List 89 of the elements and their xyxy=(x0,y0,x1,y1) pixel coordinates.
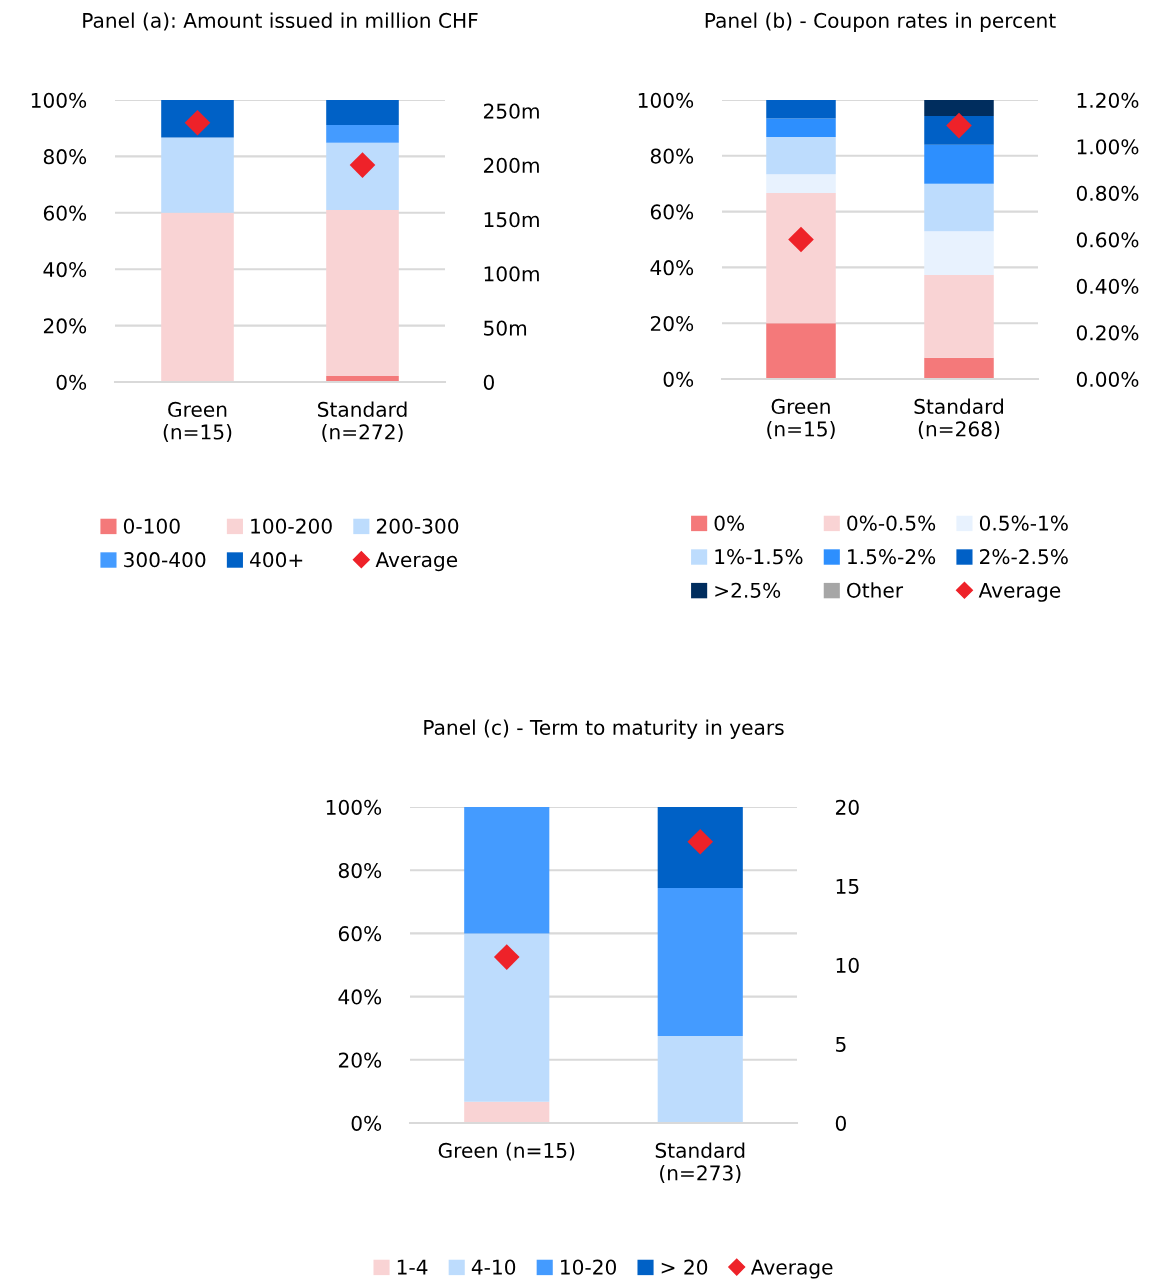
bar xyxy=(326,209,399,377)
y2-tick-label: 1.00% xyxy=(1077,139,1139,155)
x-tick-label: Green (n=15) xyxy=(438,1142,575,1161)
bar xyxy=(924,231,994,275)
y-tick-label: 40% xyxy=(650,260,694,276)
bar xyxy=(464,1101,550,1123)
y-tick-label: 60% xyxy=(650,204,694,220)
y2-tick-label: 0.00% xyxy=(1076,371,1139,387)
legend-label: 200-300 xyxy=(376,518,459,534)
legend-label: 400+ xyxy=(249,552,303,568)
bar xyxy=(464,933,550,1102)
y2-tick-label: 0.60% xyxy=(1076,232,1139,248)
y-tick-label: 0% xyxy=(56,374,87,390)
legend-label: 1%-1.5% xyxy=(715,549,803,565)
bar xyxy=(766,192,836,324)
y-tick-label: 0% xyxy=(351,1115,382,1131)
chart-title: Panel (b) - Coupon rates in percent xyxy=(705,12,1056,32)
y-tick-label: 60% xyxy=(43,205,87,221)
bar xyxy=(326,125,399,143)
legend-label: 1.5%-2% xyxy=(848,549,936,565)
legend-label: Average xyxy=(978,582,1061,602)
legend-label: 0-100 xyxy=(123,518,180,534)
y-tick-label: 100% xyxy=(31,92,87,108)
bar xyxy=(924,274,994,358)
legend-label: > 20 xyxy=(661,1259,708,1275)
y-tick-label: 100% xyxy=(326,799,382,815)
legend-label: 300-400 xyxy=(124,552,206,568)
bar xyxy=(326,100,399,126)
y2-tick-label: 250m xyxy=(483,103,539,119)
bar xyxy=(657,1036,743,1123)
y2-tick-label: 0.20% xyxy=(1076,325,1139,341)
y2-tick-label: 1.20% xyxy=(1077,92,1139,108)
y-tick-label: 20% xyxy=(43,318,87,334)
x-tick-label: Standard (n=272) xyxy=(318,401,407,442)
chart-title: Panel (c) - Term to maturity in years xyxy=(424,719,784,739)
legend-label: 1-4 xyxy=(397,1259,428,1275)
bar xyxy=(924,144,994,184)
legend-label: 10-20 xyxy=(561,1259,616,1275)
bar xyxy=(657,887,743,1037)
y-tick-label: 80% xyxy=(650,148,694,164)
y-tick-label: 0% xyxy=(663,371,694,387)
bar xyxy=(657,807,743,888)
y2-tick-label: 20 xyxy=(835,799,859,815)
bar xyxy=(766,174,836,193)
legend-label: 4-10 xyxy=(471,1259,516,1275)
y-tick-label: 20% xyxy=(650,315,694,332)
bar xyxy=(766,100,836,119)
bar xyxy=(161,212,234,382)
y2-tick-label: 200m xyxy=(483,157,539,174)
y2-tick-label: 0 xyxy=(835,1115,846,1131)
bar xyxy=(924,357,994,379)
y2-tick-label: 10 xyxy=(836,957,859,973)
legend-label: Average xyxy=(750,1259,833,1279)
y2-tick-label: 0.80% xyxy=(1076,185,1139,201)
bar xyxy=(464,807,550,934)
y2-tick-label: 0 xyxy=(483,374,494,390)
y2-tick-label: 100m xyxy=(484,266,539,282)
y-tick-label: 40% xyxy=(338,989,382,1005)
y2-tick-label: 0.40% xyxy=(1076,278,1139,294)
legend-label: 0%-0.5% xyxy=(847,515,936,531)
legend-label: >2.5% xyxy=(715,582,781,598)
bar xyxy=(161,137,234,213)
legend-label: 2%-2.5% xyxy=(980,549,1068,565)
y2-tick-label: 150m xyxy=(484,212,539,228)
x-tick-label: Green (n=15) xyxy=(163,401,232,442)
y2-tick-label: 15 xyxy=(836,878,859,894)
y2-tick-label: 5 xyxy=(836,1036,846,1052)
bar xyxy=(924,183,994,232)
bar xyxy=(766,137,836,175)
y-tick-label: 20% xyxy=(338,1052,382,1068)
y-tick-label: 60% xyxy=(338,926,382,942)
y-tick-label: 40% xyxy=(43,261,87,278)
legend-label: Other xyxy=(847,582,904,598)
chart-title: Panel (a): Amount issued in million CHF xyxy=(83,12,478,31)
x-tick-label: Standard (n=273) xyxy=(655,1142,745,1183)
bar xyxy=(924,100,994,116)
legend-label: 0% xyxy=(714,515,745,531)
legend-label: 0.5%-1% xyxy=(979,515,1068,531)
x-tick-label: Standard (n=268) xyxy=(914,398,1003,439)
bar xyxy=(326,142,399,210)
y-tick-label: 80% xyxy=(338,862,382,879)
bar xyxy=(766,323,836,379)
legend-label: 100-200 xyxy=(251,518,332,534)
y-tick-label: 100% xyxy=(638,92,694,108)
x-tick-label: Green (n=15) xyxy=(767,398,835,439)
legend-label: Average xyxy=(375,552,458,572)
y2-tick-label: 50m xyxy=(484,320,527,336)
y-tick-label: 80% xyxy=(43,149,87,165)
bar xyxy=(766,118,836,138)
